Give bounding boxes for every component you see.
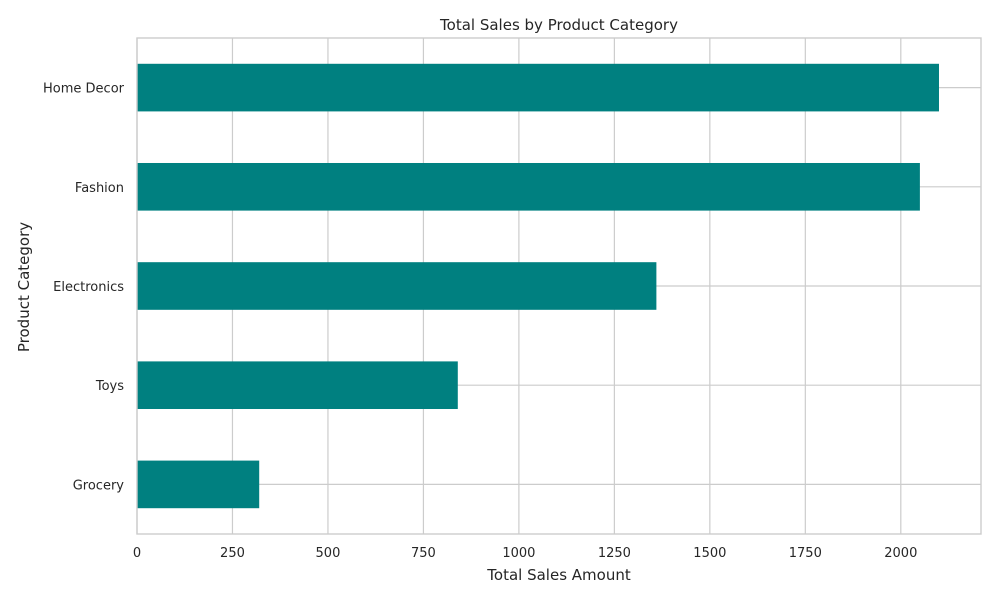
x-tick-label: 250 <box>220 546 245 561</box>
x-tick-label: 750 <box>411 546 436 561</box>
x-tick-labels: 0 250 500 750 1000 1250 1500 1750 2000 <box>133 546 917 561</box>
x-tick-label: 0 <box>133 546 141 561</box>
y-tick-label: Electronics <box>53 280 124 295</box>
x-tick-label: 500 <box>316 546 341 561</box>
bar <box>137 361 458 410</box>
y-tick-label: Grocery <box>73 478 125 493</box>
y-tick-label: Fashion <box>75 181 124 196</box>
y-tick-label: Toys <box>95 379 124 394</box>
x-tick-label: 1000 <box>502 546 535 561</box>
bar <box>137 63 939 112</box>
y-tick-label: Home Decor <box>43 82 125 97</box>
plot-frame <box>136 37 982 535</box>
x-axis-label: Total Sales Amount <box>486 566 631 584</box>
x-tick-label: 1750 <box>789 546 822 561</box>
x-tick-label: 1500 <box>693 546 726 561</box>
bar <box>137 460 260 509</box>
y-axis-label: Product Category <box>15 222 33 352</box>
y-tick-labels: Home Decor Fashion Electronics Toys Grocery <box>43 82 125 494</box>
chart-title: Total Sales by Product Category <box>439 16 678 34</box>
bar <box>137 162 920 211</box>
x-tick-label: 1250 <box>598 546 631 561</box>
bar <box>137 262 657 310</box>
x-tick-label: 2000 <box>884 546 917 561</box>
bars-layer <box>137 63 939 509</box>
